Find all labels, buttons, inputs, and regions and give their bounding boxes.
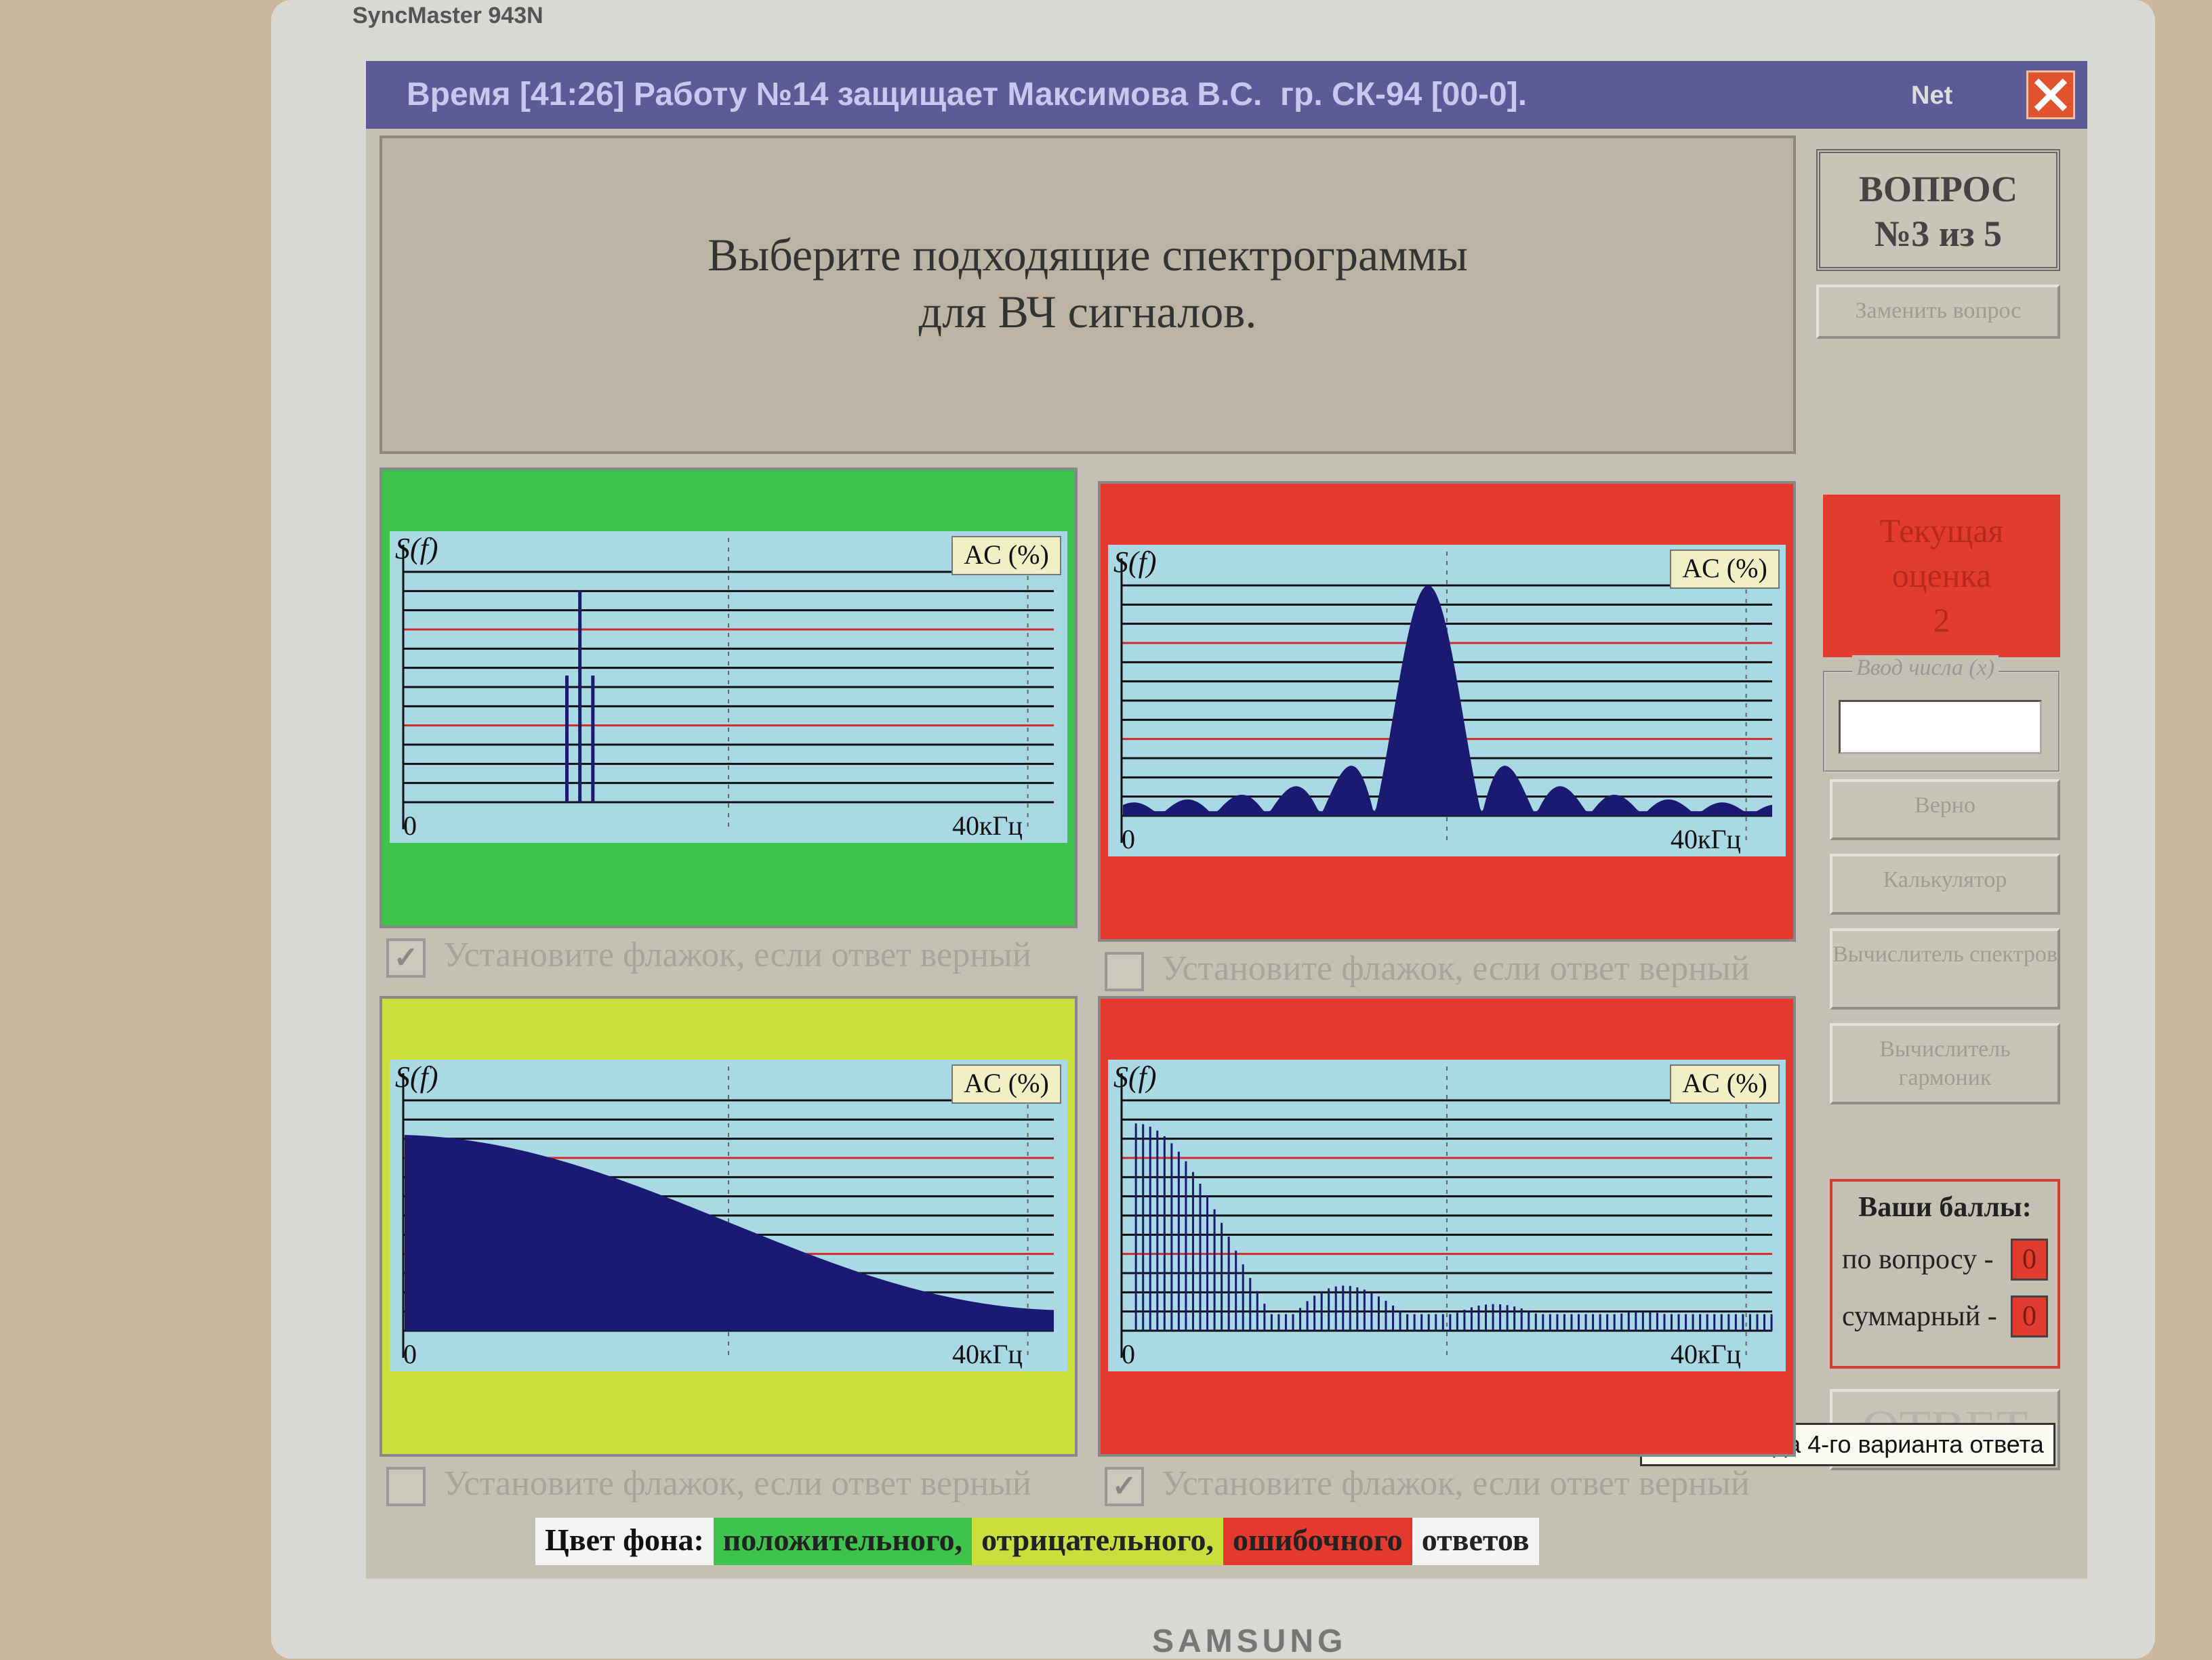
legend-item: ошибочного: [1223, 1518, 1412, 1565]
spectrum-area: [405, 1135, 1054, 1331]
score-value: 0: [2011, 1295, 2048, 1337]
question-line: для ВЧ сигналов.: [918, 286, 1257, 337]
tool-button[interactable]: Верно: [1830, 779, 2060, 840]
x-start-label: 0: [1122, 824, 1135, 854]
y-axis-label: S(f): [1113, 1060, 1157, 1094]
status: Net: [1911, 81, 1953, 110]
x-start-label: 0: [403, 1339, 417, 1369]
close-icon: [2034, 78, 2068, 112]
tool-button[interactable]: Вычислитель гармоник: [1830, 1023, 2060, 1104]
input-group: Ввод числа (x): [1823, 655, 2060, 772]
answer-panel[interactable]: S(f) AC (%) 0 40кГц: [380, 996, 1078, 1457]
checkbox-label: Установите флажок, если ответ верный: [1162, 949, 1750, 988]
spectrogram: S(f) AC (%) 0 40кГц: [390, 531, 1067, 843]
close-button[interactable]: [2026, 70, 2075, 119]
score-rows: по вопросу - 0 суммарный - 0: [1842, 1239, 2048, 1337]
y-axis-label: S(f): [395, 532, 438, 565]
answer-panel[interactable]: S(f) AC (%) 0 40кГц: [1098, 996, 1796, 1457]
spectrogram: S(f) AC (%) 0 40кГц: [1108, 1060, 1786, 1371]
grade-box: Текущая оценка 2: [1823, 495, 2060, 657]
score-title: Ваши баллы:: [1858, 1192, 2032, 1223]
spectrum-area: [1123, 585, 1772, 816]
x-end-label: 40кГц: [952, 1339, 1023, 1369]
score-label: по вопросу -: [1842, 1244, 1994, 1275]
score-row: суммарный - 0: [1842, 1295, 2048, 1337]
monitor-model: SyncMaster 943N: [352, 3, 544, 28]
monitor-brand: SAMSUNG: [1152, 1623, 1347, 1659]
legend-item: положительного,: [713, 1518, 972, 1565]
x-end-label: 40кГц: [1671, 1339, 1741, 1369]
grade-label: оценка: [1891, 556, 1992, 594]
answer-panel[interactable]: S(f) AC (%) 0 40кГц: [1098, 481, 1796, 942]
grade-label: Текущая: [1879, 512, 2004, 549]
tool-button[interactable]: Калькулятор: [1830, 854, 2060, 915]
spectrogram: S(f) AC (%) 0 40кГц: [1108, 545, 1786, 856]
tooltip: Поле вывода 4-го варианта ответа: [1640, 1423, 2055, 1466]
screen: Время [41:26] Работу №14 защищает Максим…: [366, 61, 2087, 1579]
legend-item: ответов: [1412, 1518, 1539, 1565]
y-axis-label: S(f): [395, 1060, 438, 1094]
badge-bg: [1670, 1064, 1780, 1104]
input-label: Ввод числа (x): [1852, 655, 1999, 681]
checkbox[interactable]: [386, 1467, 426, 1507]
checkbox[interactable]: [1105, 952, 1144, 992]
question-number: ВОПРОС №3 из 5: [1816, 149, 2060, 271]
number-input[interactable]: [1839, 700, 2042, 754]
y-axis-label: S(f): [1113, 545, 1157, 579]
checkbox-label: Установите флажок, если ответ верный: [1162, 1464, 1750, 1503]
tool-button[interactable]: Вычислитель спектров: [1830, 928, 2060, 1010]
answer-checkbox-row[interactable]: ✓ Установите флажок, если ответ верный: [386, 935, 1084, 982]
checkbox-label: Установите флажок, если ответ верный: [443, 1464, 1031, 1503]
score-label: суммарный -: [1842, 1301, 1997, 1332]
answer-checkbox-row[interactable]: ✓ Установите флажок, если ответ верный: [1105, 1464, 1803, 1511]
x-end-label: 40кГц: [1671, 824, 1741, 854]
badge: AC (%): [964, 1068, 1049, 1098]
badge: AC (%): [964, 539, 1049, 570]
score-value: 0: [2011, 1239, 2048, 1281]
answer-checkbox-row[interactable]: Установите флажок, если ответ верный: [1105, 949, 1803, 996]
answer-panel[interactable]: S(f) AC (%) 0 40кГц: [380, 468, 1078, 928]
x-start-label: 0: [403, 810, 417, 841]
score-box: Ваши баллы: по вопросу - 0 суммарный - 0: [1830, 1179, 2060, 1369]
replace-button[interactable]: Заменить вопрос: [1816, 285, 2060, 339]
badge: AC (%): [1682, 553, 1767, 583]
grade-value: 2: [1933, 601, 1950, 639]
badge-bg: [951, 536, 1061, 575]
question-box: Выберите подходящие спектрограммы для ВЧ…: [380, 136, 1796, 454]
spectrogram: S(f) AC (%) 0 40кГц: [390, 1060, 1067, 1371]
badge-bg: [1670, 549, 1780, 589]
window-title: Время [41:26] Работу №14 защищает Максим…: [366, 61, 2087, 129]
score-row: по вопросу - 0: [1842, 1239, 2048, 1281]
checkbox[interactable]: ✓: [386, 938, 426, 978]
x-start-label: 0: [1122, 1339, 1135, 1369]
legend: Цвет фона: положительного, отрицательного…: [535, 1518, 1539, 1565]
checkbox[interactable]: ✓: [1105, 1467, 1144, 1507]
question-number-label: ВОПРОС: [1858, 169, 2018, 209]
question-line: Выберите подходящие спектрограммы: [708, 229, 1468, 281]
legend-item: отрицательного,: [972, 1518, 1223, 1565]
answer-checkbox-row[interactable]: Установите флажок, если ответ верный: [386, 1464, 1084, 1511]
checkbox-label: Установите флажок, если ответ верный: [443, 936, 1031, 974]
question-number-value: №3 из 5: [1874, 213, 2003, 254]
badge: AC (%): [1682, 1068, 1767, 1098]
legend-label: Цвет фона:: [535, 1518, 714, 1565]
badge-bg: [951, 1064, 1061, 1104]
x-end-label: 40кГц: [952, 810, 1023, 841]
